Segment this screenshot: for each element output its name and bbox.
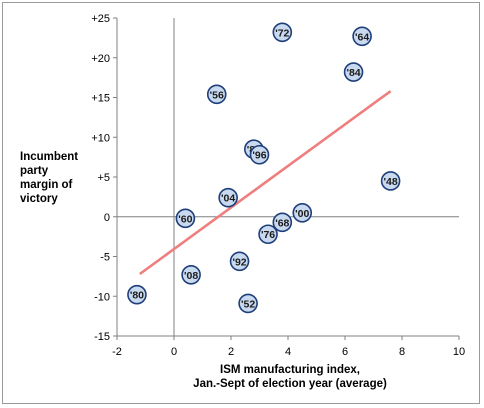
x-tick-label: 0 [171, 346, 177, 358]
chart-frame [2, 2, 480, 404]
data-point [343, 62, 364, 82]
data-point [258, 224, 278, 245]
y-tick-label: -10 [94, 291, 110, 303]
data-point-label: '76 [261, 229, 275, 241]
data-point-label: '48 [384, 176, 398, 188]
data-point-label: '52 [241, 298, 255, 310]
data-point [206, 84, 227, 105]
data-point-label: '80 [130, 290, 144, 302]
data-point-label: '64 [355, 31, 369, 43]
data-point-label: '60 [178, 213, 192, 225]
y-tick-label: +20 [91, 53, 110, 65]
y-tick-label: +5 [97, 172, 110, 184]
x-axis-label: ISM manufacturing index, Jan.-Sept of el… [193, 364, 387, 390]
y-tick-label: -15 [94, 331, 110, 343]
data-point [181, 264, 201, 285]
data-point [292, 202, 313, 223]
data-point-label: '92 [232, 256, 246, 268]
data-point [272, 212, 293, 233]
x-tick-label: 2 [228, 346, 234, 358]
y-tick-label: +25 [91, 13, 110, 25]
y-tick-label: +15 [91, 93, 110, 105]
y-tick-label: 0 [104, 212, 110, 224]
data-point [352, 26, 372, 47]
data-point [175, 208, 196, 229]
y-axis-label: Incumbent party margin of victory [20, 151, 79, 205]
data-point-label: '96 [252, 150, 266, 162]
data-point-label: '04 [221, 193, 235, 205]
data-point-label: '84 [346, 67, 360, 79]
x-tick-label: -2 [112, 346, 122, 358]
data-point [229, 251, 250, 272]
data-point-label: '72 [275, 27, 289, 39]
x-tick-label: 8 [399, 346, 405, 358]
data-point [127, 284, 147, 305]
x-tick-label: 4 [285, 346, 291, 358]
y-tick-label: -5 [100, 252, 110, 264]
y-tick-label: +10 [91, 132, 110, 144]
data-point [272, 22, 293, 43]
data-point [249, 144, 270, 165]
data-point [380, 171, 401, 191]
data-point [238, 293, 258, 314]
data-point [218, 187, 238, 208]
data-point-label: '00 [295, 208, 309, 220]
data-point-label: '56 [210, 89, 224, 101]
x-tick-label: 10 [453, 346, 465, 358]
x-tick-label: 6 [342, 346, 348, 358]
data-point-label: '08 [184, 270, 198, 282]
trendline [139, 90, 392, 276]
data-point-label: '68 [275, 217, 289, 229]
